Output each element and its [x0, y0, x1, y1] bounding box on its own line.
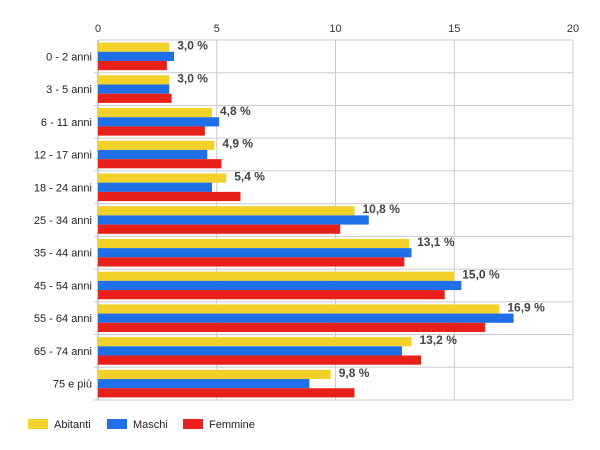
bar-abitanti: [98, 75, 170, 85]
x-tick-label: 10: [329, 23, 341, 35]
bar-abitanti: [98, 42, 170, 52]
legend-swatch-femmine: [183, 419, 203, 429]
bar-abitanti: [98, 206, 355, 216]
category-label: 75 e più: [53, 379, 92, 391]
legend-label: Femmine: [209, 419, 255, 431]
category-label: 3 - 5 anni: [46, 84, 92, 96]
data-label: 13,2 %: [420, 333, 458, 347]
bar-maschi: [98, 215, 369, 225]
bar-abitanti: [98, 304, 500, 314]
data-label: 16,9 %: [507, 300, 545, 314]
category-label: 25 - 34 anni: [34, 215, 92, 227]
bar-femmine: [98, 388, 355, 398]
bar-femmine: [98, 224, 341, 234]
data-labels: 3,0 % 3,0 % 4,8 % 4,9 % 5,4 % 10,8 % 13,1 % 15,…: [177, 39, 545, 380]
bar-femmine: [98, 322, 486, 332]
bar-femmine: [98, 60, 167, 71]
grid-lines: [94, 39, 574, 401]
bar-abitanti: [98, 337, 412, 347]
data-label: 10,8 %: [363, 202, 401, 216]
category-label: 55 - 64 anni: [34, 313, 92, 325]
bar-maschi: [98, 149, 208, 160]
category-label: 6 - 11 anni: [41, 117, 92, 129]
bar-femmine: [98, 290, 445, 300]
bar-maschi: [98, 280, 462, 291]
bar-femmine: [98, 191, 241, 202]
bar-abitanti: [98, 173, 227, 183]
bar-femmine: [98, 355, 421, 365]
data-label: 3,0 %: [177, 71, 208, 85]
bar-femmine: [98, 93, 172, 103]
x-tick-label: 0: [95, 23, 101, 35]
legend-swatch-maschi: [107, 419, 127, 429]
x-tick-label: 15: [448, 23, 460, 35]
data-label: 5,4 %: [234, 169, 265, 183]
bar-abitanti: [98, 140, 215, 150]
category-label: 45 - 54 anni: [34, 280, 92, 292]
legend: Abitanti Maschi Femmine: [28, 419, 255, 431]
bar-maschi: [98, 379, 310, 389]
category-label: 12 - 17 anni: [34, 150, 92, 162]
x-tick-label: 5: [214, 23, 220, 35]
x-axis-ticks: 0 5 10 15 20: [95, 23, 579, 35]
legend-swatch-abitanti: [28, 419, 48, 429]
bar-femmine: [98, 126, 205, 136]
data-label: 9,8 %: [339, 366, 370, 380]
bar-maschi: [98, 117, 220, 127]
category-label: 0 - 2 anni: [46, 51, 92, 63]
bar-maschi: [98, 248, 412, 258]
bars: [98, 42, 514, 398]
bar-maschi: [98, 84, 170, 94]
bar-maschi: [98, 182, 212, 192]
category-label: 35 - 44 anni: [34, 248, 92, 260]
bar-maschi: [98, 313, 514, 323]
bar-abitanti: [98, 238, 410, 249]
bar-abitanti: [98, 369, 331, 380]
legend-label: Abitanti: [54, 419, 91, 431]
category-label: 18 - 24 anni: [34, 182, 92, 194]
data-label: 13,1 %: [417, 235, 455, 249]
data-label: 4,9 %: [222, 137, 253, 151]
bar-abitanti: [98, 108, 212, 118]
data-label: 4,8 %: [220, 104, 251, 118]
bar-maschi: [98, 51, 174, 61]
data-label: 3,0 %: [177, 39, 208, 53]
x-tick-label: 20: [567, 23, 579, 35]
bar-femmine: [98, 257, 405, 267]
category-labels: 0 - 2 anni 3 - 5 anni 6 - 11 anni 12 - 17 a…: [34, 51, 92, 390]
bar-abitanti: [98, 271, 455, 281]
bar-maschi: [98, 346, 402, 356]
bar-femmine: [98, 159, 222, 169]
legend-label: Maschi: [133, 419, 168, 431]
category-label: 65 - 74 anni: [34, 346, 92, 358]
data-label: 15,0 %: [462, 268, 500, 282]
